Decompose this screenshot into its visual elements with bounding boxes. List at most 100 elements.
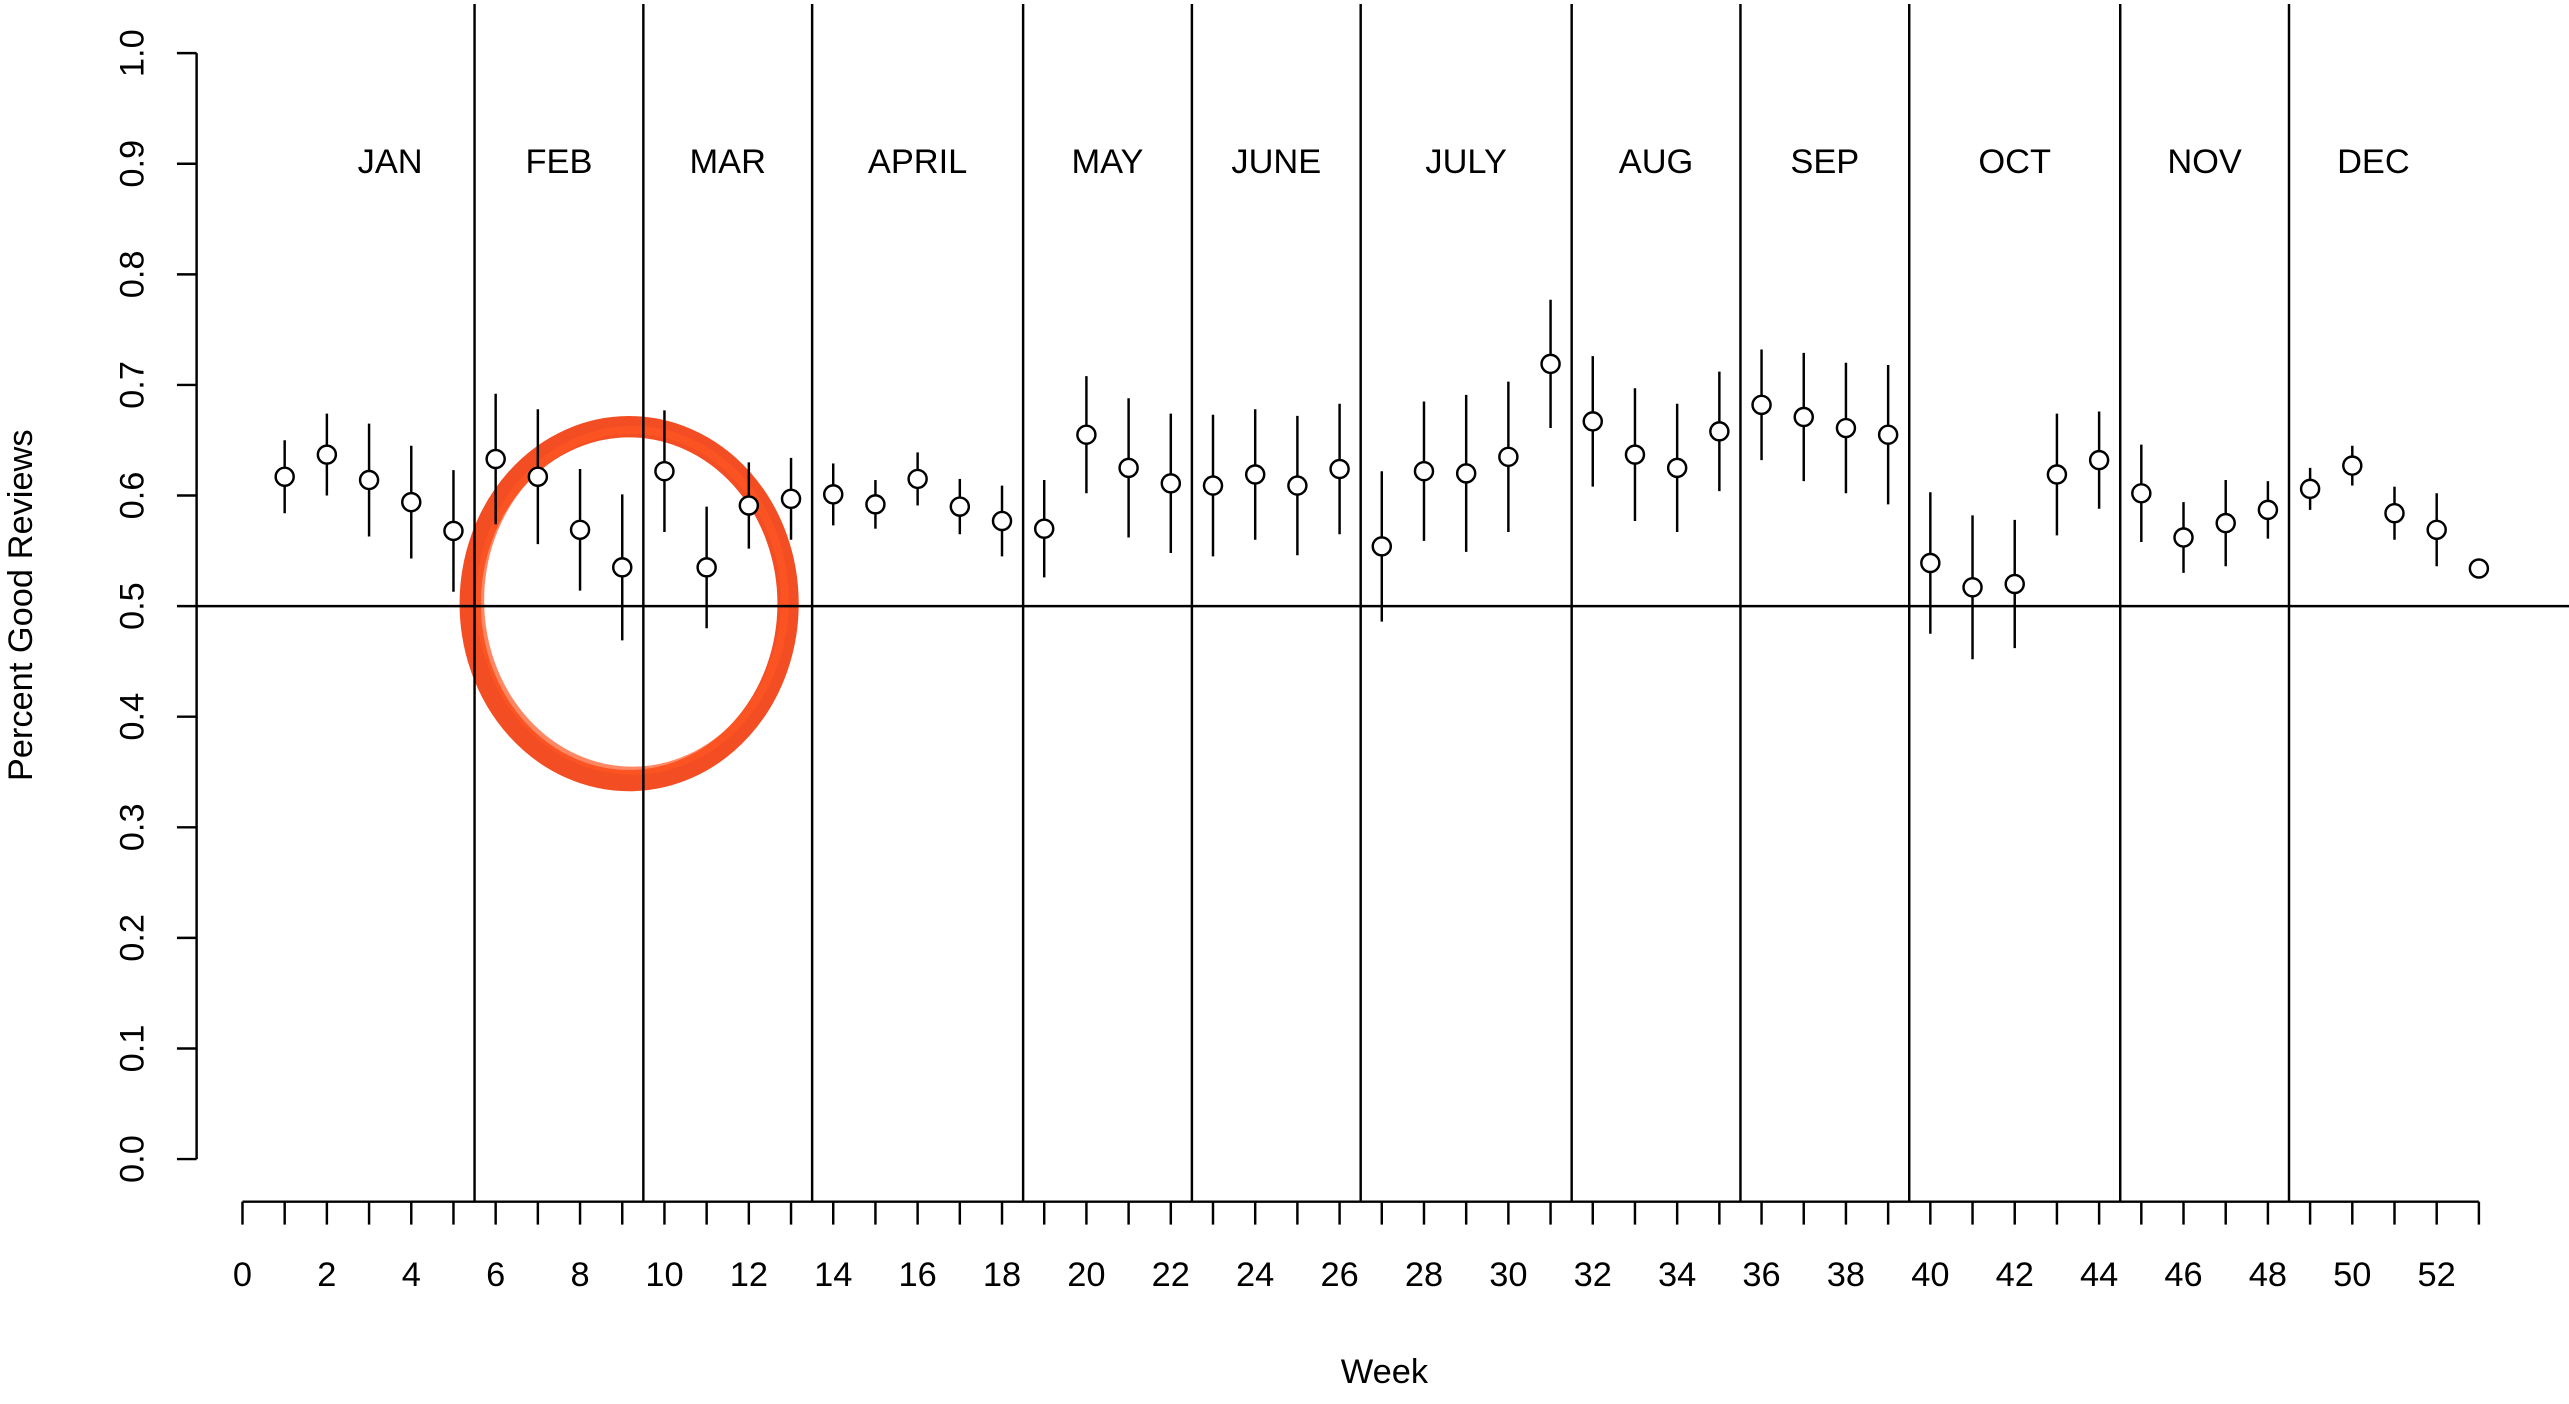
x-tick-label: 52 bbox=[2418, 1256, 2456, 1294]
month-label: DEC bbox=[2337, 143, 2410, 181]
point bbox=[1962, 577, 1983, 598]
x-tick-label: 16 bbox=[898, 1256, 936, 1294]
y-tick-label: 0.9 bbox=[113, 140, 151, 188]
x-tick-label: 18 bbox=[983, 1256, 1021, 1294]
x-tick-label: 2 bbox=[317, 1256, 336, 1294]
point bbox=[358, 469, 380, 491]
x-tick-label: 40 bbox=[1911, 1256, 1949, 1294]
point bbox=[485, 448, 506, 470]
y-tick-label: 0.6 bbox=[113, 472, 151, 520]
x-tick-label: 8 bbox=[570, 1256, 589, 1294]
point bbox=[1244, 464, 1266, 485]
point bbox=[738, 495, 760, 516]
point bbox=[2342, 455, 2363, 476]
point bbox=[612, 557, 633, 578]
point bbox=[2046, 464, 2068, 485]
x-tick-label: 24 bbox=[1236, 1256, 1274, 1294]
x-tick-label: 50 bbox=[2333, 1256, 2371, 1294]
y-tick-label: 0.2 bbox=[113, 914, 151, 962]
x-tick-label: 46 bbox=[2164, 1256, 2202, 1294]
month-label: SEP bbox=[1790, 143, 1859, 181]
y-axis-label: Percent Good Reviews bbox=[2, 429, 40, 781]
x-axis-label: Week bbox=[1341, 1353, 1429, 1391]
x-tick-label: 36 bbox=[1742, 1256, 1780, 1294]
point bbox=[2173, 527, 2194, 548]
point bbox=[1498, 446, 1519, 468]
point bbox=[865, 494, 886, 515]
month-label: NOV bbox=[2167, 143, 2242, 181]
x-tick-label: 28 bbox=[1405, 1256, 1443, 1294]
point bbox=[1033, 518, 1055, 539]
x-tick-label: 0 bbox=[233, 1256, 252, 1294]
x-tick-label: 22 bbox=[1152, 1256, 1190, 1294]
y-tick-label: 0.3 bbox=[113, 803, 151, 851]
month-label: FEB bbox=[526, 143, 593, 181]
month-label: OCT bbox=[1978, 143, 2051, 181]
point bbox=[1835, 417, 1857, 439]
point bbox=[569, 519, 591, 541]
x-tick-label: 42 bbox=[1996, 1256, 2034, 1294]
month-label: JUNE bbox=[1231, 143, 1321, 181]
point bbox=[2426, 519, 2447, 541]
point bbox=[401, 491, 422, 513]
x-tick-label: 12 bbox=[730, 1256, 768, 1294]
x-tick-label: 38 bbox=[1827, 1256, 1865, 1294]
point bbox=[2088, 449, 2110, 471]
x-tick-label: 14 bbox=[814, 1256, 852, 1294]
point bbox=[1540, 353, 1561, 375]
point bbox=[316, 444, 338, 465]
point bbox=[1202, 475, 1224, 496]
point bbox=[274, 466, 295, 487]
point bbox=[443, 520, 464, 542]
y-tick-label: 0.1 bbox=[113, 1025, 151, 1073]
point bbox=[2004, 573, 2025, 595]
y-tick-label: 0.4 bbox=[113, 693, 151, 741]
point bbox=[780, 488, 802, 510]
point bbox=[1666, 457, 1688, 479]
point bbox=[1582, 411, 1604, 432]
point bbox=[527, 466, 549, 487]
month-label: MAR bbox=[690, 143, 766, 181]
x-tick-label: 34 bbox=[1658, 1256, 1696, 1294]
x-tick-label: 6 bbox=[486, 1256, 505, 1294]
point bbox=[822, 484, 844, 505]
point bbox=[2257, 499, 2279, 521]
x-tick-label: 30 bbox=[1489, 1256, 1527, 1294]
point bbox=[1076, 424, 1097, 445]
x-tick-label: 32 bbox=[1574, 1256, 1612, 1294]
point bbox=[1413, 460, 1435, 482]
point bbox=[907, 468, 928, 490]
point bbox=[1329, 458, 1350, 480]
point bbox=[1920, 552, 1941, 574]
y-tick-label: 0.5 bbox=[113, 582, 151, 630]
point bbox=[654, 460, 675, 482]
y-tick-label: 0.0 bbox=[113, 1135, 151, 1183]
x-tick-label: 4 bbox=[402, 1256, 421, 1294]
month-label: AUG bbox=[1619, 143, 1694, 181]
month-label: APRIL bbox=[868, 143, 967, 181]
point bbox=[1751, 394, 1772, 416]
point bbox=[2215, 512, 2236, 534]
x-tick-label: 10 bbox=[645, 1256, 683, 1294]
point bbox=[1371, 536, 1393, 557]
point bbox=[991, 510, 1013, 532]
point bbox=[1624, 444, 1646, 465]
y-tick-label: 0.7 bbox=[113, 361, 151, 409]
point bbox=[1287, 475, 1308, 496]
point bbox=[949, 496, 971, 517]
point bbox=[1118, 457, 1139, 479]
point bbox=[1709, 421, 1730, 442]
point bbox=[2384, 502, 2405, 524]
highlight-circle bbox=[475, 425, 789, 775]
point bbox=[2468, 558, 2490, 579]
point bbox=[1877, 424, 1899, 445]
point bbox=[2299, 478, 2321, 500]
point bbox=[1160, 473, 1182, 494]
y-tick-label: 0.8 bbox=[113, 250, 151, 298]
point bbox=[1793, 406, 1814, 428]
point bbox=[1455, 463, 1477, 484]
month-label: JULY bbox=[1425, 143, 1507, 181]
month-label: JAN bbox=[358, 143, 423, 181]
x-tick-label: 20 bbox=[1067, 1256, 1105, 1294]
